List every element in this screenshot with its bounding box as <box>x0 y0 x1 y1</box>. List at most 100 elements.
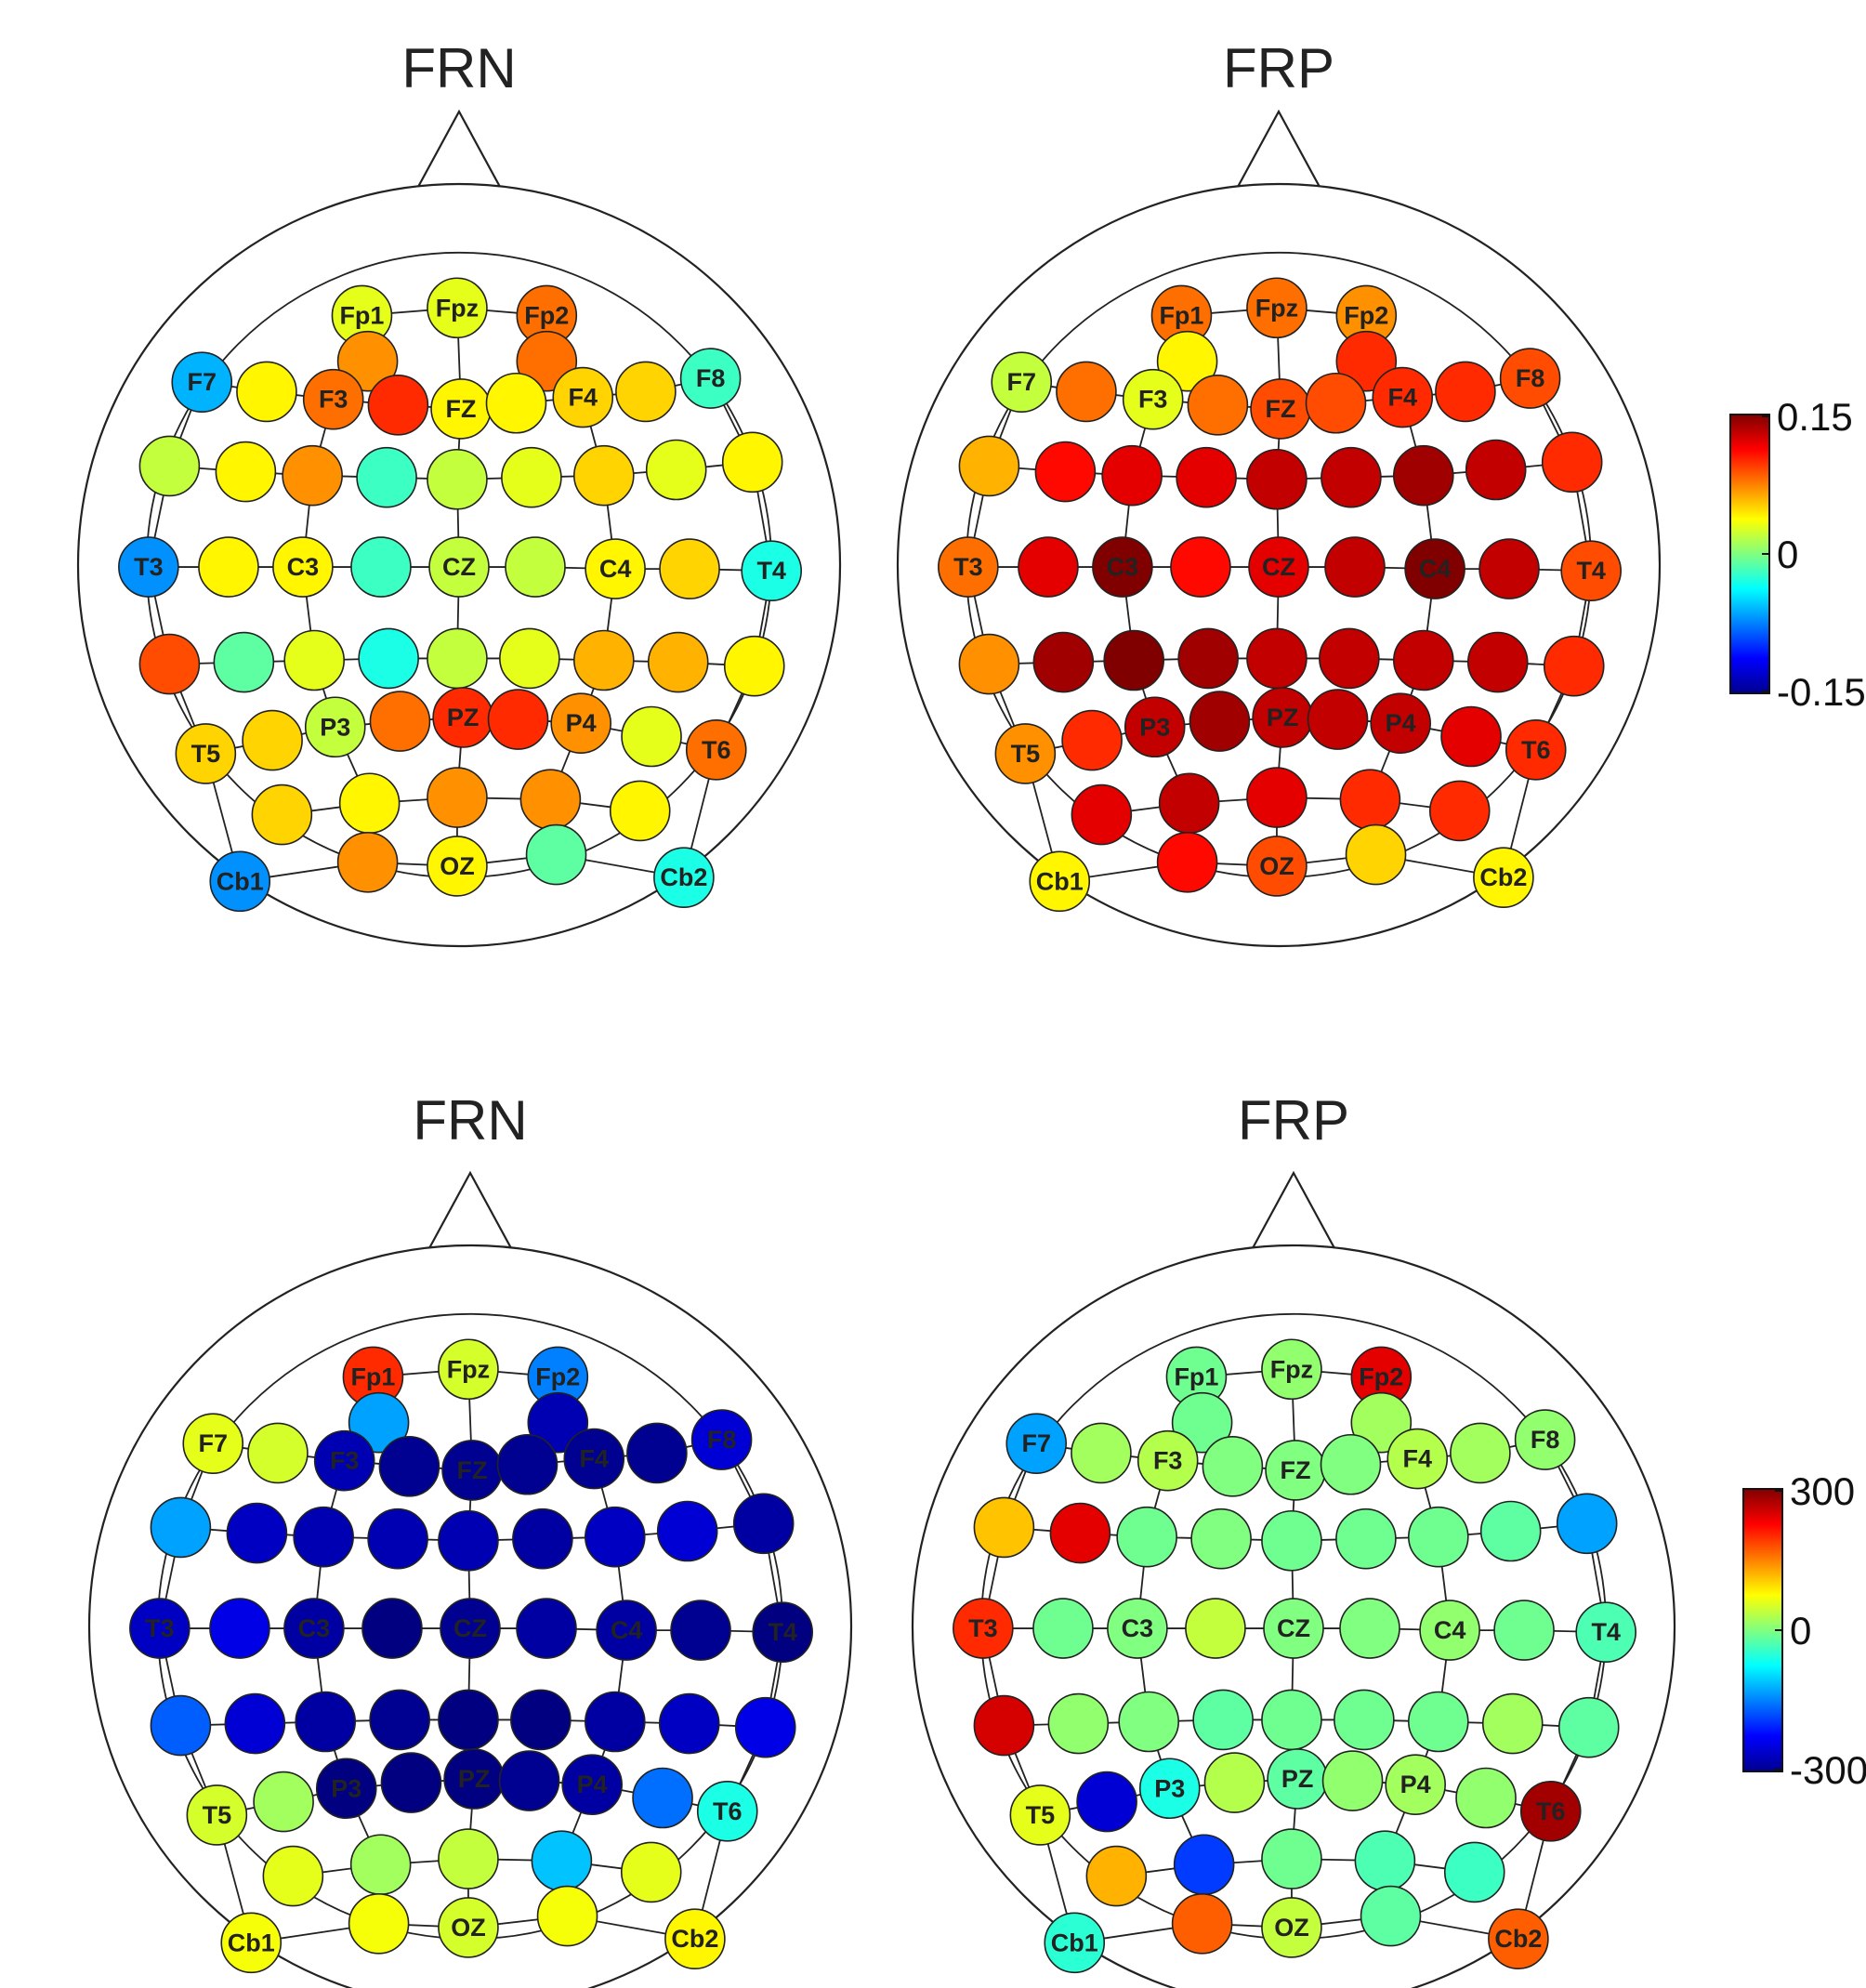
electrode-marker <box>585 538 646 599</box>
electrode-unlabeled <box>138 435 201 497</box>
electrode-unlabeled <box>1493 1600 1555 1661</box>
electrode-unlabeled <box>505 536 566 598</box>
electrode-unlabeled <box>1170 536 1231 598</box>
electrode-marker <box>1032 631 1095 693</box>
electrode-marker <box>496 1433 558 1495</box>
electrode-unlabeled <box>1056 361 1117 423</box>
electrode-unlabeled <box>369 691 431 752</box>
electrode-label: T6 <box>702 736 731 764</box>
electrode-marker <box>1499 348 1561 409</box>
electrode-unlabeled <box>1345 823 1407 886</box>
electrode-unlabeled <box>1408 1506 1469 1568</box>
electrode-unlabeled <box>336 831 399 893</box>
electrode-marker <box>380 1752 442 1813</box>
electrode-unlabeled <box>536 1885 598 1947</box>
electrode-label: F4 <box>568 384 598 412</box>
electrode-unlabeled <box>236 361 297 423</box>
electrode-unlabeled <box>438 1689 499 1751</box>
electrode-unlabeled <box>1339 769 1401 830</box>
electrode-marker <box>427 277 488 339</box>
electrode-p4: P4 <box>1385 1754 1446 1815</box>
electrode-fp2: Fp2 <box>1335 284 1398 347</box>
electrode-label: P4 <box>577 1771 608 1798</box>
electrode-oz: OZ <box>1246 836 1308 897</box>
electrode-unlabeled <box>1177 627 1239 690</box>
electrode-label: T6 <box>713 1797 742 1825</box>
electrode-marker <box>1261 1338 1322 1401</box>
electrode-fp1: Fp1 <box>342 1346 404 1408</box>
electrode-marker <box>283 1598 345 1659</box>
electrode-marker <box>501 446 562 508</box>
electrode-marker <box>658 1692 720 1755</box>
electrode-marker <box>621 705 682 768</box>
electrode-marker <box>1246 767 1308 828</box>
electrode-unlabeled <box>1319 627 1380 690</box>
electrode-label: OZ <box>451 1914 486 1942</box>
electrode-marker <box>304 696 366 758</box>
electrode-label: T4 <box>1591 1618 1621 1646</box>
electrode-f7: F7 <box>182 1413 244 1474</box>
electrode-marker <box>293 1506 354 1568</box>
electrode-c3: C3 <box>272 536 334 598</box>
electrode-f3: F3 <box>1122 368 1184 430</box>
electrode-marker <box>129 1598 191 1659</box>
electrode-marker <box>1519 1781 1582 1842</box>
electrode-marker <box>1541 431 1603 494</box>
electrode-marker <box>1419 1600 1480 1661</box>
electrode-unlabeled <box>1202 1436 1264 1497</box>
electrode-marker <box>1263 1598 1324 1659</box>
colorbars: 0.15 0 -0.15 300 0 -300 <box>1729 395 1866 1792</box>
electrode-marker <box>1408 1691 1469 1753</box>
electrode-unlabeled <box>1465 439 1527 501</box>
head-outline <box>896 182 1662 948</box>
topomap-panel: FRP Fp1 Fpz Fp2 F7 F3 FZ F4 F8 T3 C3 CZ C4 T4 T5 P3 PZ P4… <box>896 37 1662 948</box>
electrode-marker <box>734 1696 796 1758</box>
electrode-marker <box>356 446 417 508</box>
electrode-t3: T3 <box>953 1598 1014 1659</box>
electrode-unlabeled <box>512 1507 573 1570</box>
electrode-label: PZ <box>447 704 480 731</box>
electrode-unlabeled <box>1307 689 1369 750</box>
electrode-marker <box>1173 1834 1235 1896</box>
electrode-unlabeled <box>732 1493 795 1555</box>
electrode-unlabeled <box>1393 444 1454 507</box>
panel-title: FRP <box>1223 37 1334 99</box>
electrode-marker <box>315 1758 377 1820</box>
electrode-label: PZ <box>1267 704 1299 731</box>
electrode-unlabeled <box>1478 538 1540 599</box>
electrode-t4: T4 <box>1575 1601 1636 1663</box>
electrode-unlabeled <box>499 627 560 690</box>
electrode-unlabeled <box>670 1600 731 1661</box>
electrode-unlabeled <box>1479 1500 1542 1562</box>
electrode-label: C3 <box>1122 1614 1154 1642</box>
electrode-unlabeled <box>531 1830 593 1891</box>
electrode-label: Cb2 <box>1479 863 1527 891</box>
colorbar-tick-label: 0 <box>1777 533 1798 576</box>
electrode-marker <box>378 1436 440 1497</box>
nose-marker <box>1237 109 1321 188</box>
electrode-marker <box>685 719 747 781</box>
electrode-unlabeled <box>615 361 677 423</box>
electrode-unlabeled <box>1189 691 1251 752</box>
electrode-p3: P3 <box>304 696 366 758</box>
electrode-marker <box>991 351 1053 414</box>
electrode-fpz: Fpz <box>1261 1338 1322 1401</box>
panel-title: FRN <box>413 1089 527 1152</box>
electrode-unlabeled <box>1339 1598 1400 1659</box>
electrode-f4: F4 <box>1372 366 1434 428</box>
electrode-unlabeled <box>150 1694 212 1757</box>
electrode-unlabeled <box>1116 1506 1177 1568</box>
electrode-marker <box>1138 1758 1201 1820</box>
electrode-unlabeled <box>1466 631 1529 693</box>
electrode-label: Cb1 <box>217 867 264 895</box>
electrode-marker <box>519 769 582 830</box>
electrode-marker <box>1435 361 1496 423</box>
electrode-marker <box>1246 836 1308 897</box>
electrode-t5: T5 <box>994 723 1057 784</box>
electrode-label: F4 <box>1402 1445 1432 1473</box>
electrode-marker <box>485 372 547 434</box>
electrode-marker <box>302 368 364 430</box>
electrode-unlabeled <box>1171 1893 1233 1955</box>
electrode-marker <box>1056 361 1117 423</box>
electrode-unlabeled <box>262 1845 324 1907</box>
